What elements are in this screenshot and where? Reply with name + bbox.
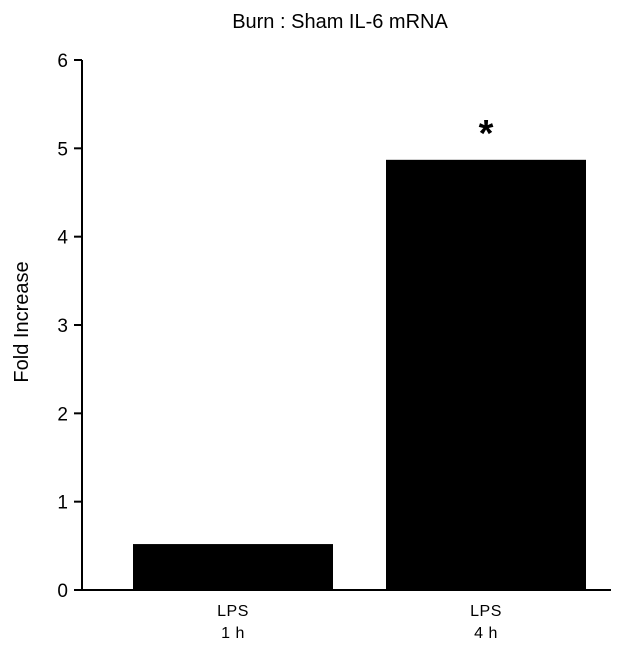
x-tick-label-line: LPS — [470, 603, 502, 620]
y-tick-label: 2 — [57, 404, 68, 425]
y-axis-ticks: 0 1 2 3 4 5 6 — [57, 51, 82, 602]
y-tick-label: 4 — [57, 228, 68, 249]
bars — [133, 159, 586, 591]
y-tick-label: 6 — [57, 51, 68, 72]
x-tick-label: LPS 1 h — [217, 603, 249, 642]
x-tick-label-line: 1 h — [221, 625, 245, 642]
x-tick-label: LPS 4 h — [470, 603, 502, 642]
chart-title: Burn : Sham IL-6 mRNA — [232, 11, 448, 33]
bar — [133, 544, 333, 590]
significance-marker: * — [479, 113, 494, 155]
y-tick-label: 5 — [57, 139, 68, 160]
bar — [386, 159, 586, 591]
x-tick-label-line: 4 h — [474, 625, 498, 642]
x-axis-ticks: LPS 1 h LPS 4 h — [217, 603, 502, 642]
y-tick-label: 3 — [57, 316, 68, 337]
y-axis-label: Fold Increase — [11, 261, 33, 382]
y-tick-label: 0 — [57, 581, 68, 602]
x-tick-label-line: LPS — [217, 603, 249, 620]
y-tick-label: 1 — [57, 493, 68, 514]
annotations: * — [479, 113, 494, 155]
